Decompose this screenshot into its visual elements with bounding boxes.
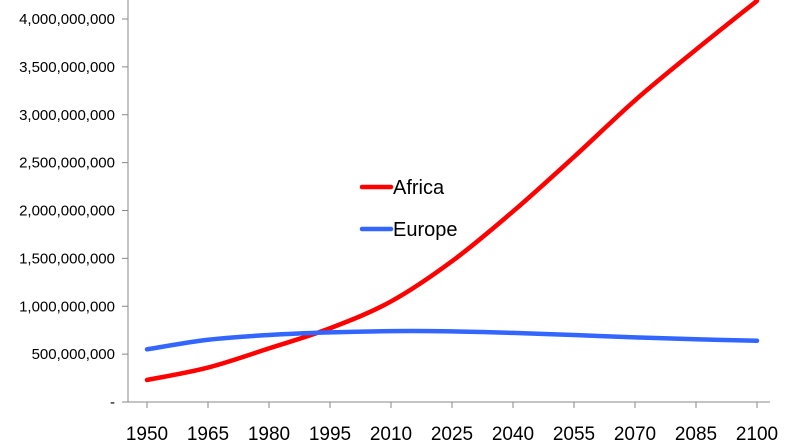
x-tick-label: 2085 (675, 424, 717, 445)
series-line-europe (144, 328, 760, 352)
series-line-africa (144, 0, 760, 383)
y-axis-ticks: - 500,000,000 1,000,000,000 1,500,000,000 2,… (19, 11, 128, 411)
y-tick-label: 3,000,000,000 (19, 107, 115, 124)
y-tick-label: 3,500,000,000 (19, 59, 115, 76)
x-tick-label: 1965 (187, 424, 229, 445)
x-tick-label: 2055 (553, 424, 595, 445)
x-tick-label: 1950 (126, 424, 168, 445)
y-tick-label: 500,000,000 (32, 346, 115, 363)
y-tick-label: 1,500,000,000 (19, 250, 115, 267)
y-tick-label: 2,500,000,000 (19, 155, 115, 172)
x-tick-label: 2010 (370, 424, 412, 445)
legend-label-europe: Europe (393, 219, 458, 241)
x-axis-ticks: 1950 1965 1980 1995 2010 2025 2040 2055 2070 2085… (126, 402, 778, 445)
x-tick-label: 2025 (431, 424, 473, 445)
legend-label-africa: Africa (393, 177, 445, 199)
x-tick-label: 1980 (248, 424, 290, 445)
y-tick-label: 1,000,000,000 (19, 298, 115, 315)
legend: Africa Europe (359, 177, 458, 241)
x-tick-label: 2070 (614, 424, 656, 445)
x-tick-label: 1995 (309, 424, 351, 445)
x-tick-label: 2040 (492, 424, 534, 445)
y-tick-label: 4,000,000,000 (19, 11, 115, 28)
x-tick-label: 2100 (736, 424, 778, 445)
series-lines (144, 0, 760, 383)
y-tick-label: - (110, 394, 115, 411)
y-tick-label: 2,000,000,000 (19, 203, 115, 220)
